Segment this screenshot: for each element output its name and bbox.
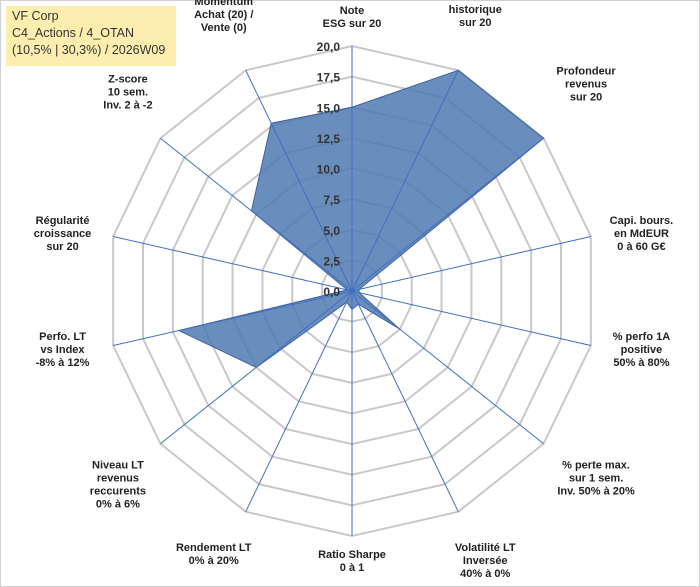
tick-label: 12,5 xyxy=(317,132,341,146)
axis-label-line: Profondeur xyxy=(556,65,616,77)
axis-label: Niveau LT revenus reccurents 0% à 6% xyxy=(90,460,146,511)
axis-label-line: 0% à 20% xyxy=(189,555,239,567)
axis-label-line: 40% à 0% xyxy=(460,568,510,580)
axis-label-line: Niveau LT xyxy=(92,460,144,472)
title-category: C4_Actions / 4_OTAN xyxy=(12,26,135,40)
title-stats: (10,5% | 30,3%) / 2026W09 xyxy=(12,43,166,57)
axis-label-line: Inversée xyxy=(463,555,508,567)
axis-label-line: en MdEUR xyxy=(614,228,669,240)
axis-label-line: Inv. 50% à 20% xyxy=(557,486,635,498)
axis-spoke xyxy=(160,137,353,292)
axis-spoke xyxy=(351,137,544,292)
axis-label-line: Ratio Sharpe xyxy=(318,549,386,561)
tick-label: 17,5 xyxy=(317,71,341,85)
axis-spoke xyxy=(113,235,353,292)
tick-label: 5,0 xyxy=(323,224,340,238)
chart-title-box: VF Corp C4_Actions / 4_OTAN (10,5% | 30,… xyxy=(6,6,176,66)
axis-label-line: revenus xyxy=(97,473,139,485)
tick-label: 15,0 xyxy=(317,101,341,115)
axis-label-line: ESG sur 20 xyxy=(323,18,382,30)
axis-label-line: Achat (20) / xyxy=(194,9,253,21)
axis-label-line: historique xyxy=(449,4,502,16)
axis-spoke xyxy=(245,290,353,512)
axis-spoke xyxy=(245,70,353,292)
axis-label: Profondeur revenus sur 20 xyxy=(556,65,616,103)
axis-label-line: -8% à 12% xyxy=(36,357,90,369)
tick-label: 20,0 xyxy=(317,40,341,54)
axis-label: Perfo. LT vs Index -8% à 12% xyxy=(36,331,90,369)
axis-label-line: Profondeur xyxy=(446,0,506,3)
axis-label-line: 50% à 80% xyxy=(613,357,669,369)
axis-label: Rendement LT 0% à 20% xyxy=(176,542,252,567)
axis-label-line: 0 à 1 xyxy=(340,562,364,574)
axis-spoke xyxy=(351,290,591,347)
axis-label-line: 0 à 60 G€ xyxy=(617,241,665,253)
axis-label: % perte max. sur 1 sem. Inv. 50% à 20% xyxy=(557,460,635,498)
axis-label-line: Note xyxy=(340,5,364,17)
axis-label: % perfo 1A positive 50% à 80% xyxy=(613,331,671,369)
axis-label-line: sur 1 sem. xyxy=(569,473,623,485)
radar-spokes xyxy=(113,46,591,536)
axis-spoke xyxy=(351,235,591,292)
tick-label: 10,0 xyxy=(317,163,341,177)
axis-label-line: positive xyxy=(621,344,663,356)
axis-label-line: Perfo. LT xyxy=(39,331,86,343)
axis-label-line: sur 20 xyxy=(570,91,602,103)
axis-label-line: croissance xyxy=(34,228,91,240)
axis-label-line: Momentum xyxy=(194,0,253,8)
axis-label: Note ESG sur 20 xyxy=(323,5,382,30)
axis-label: Z-score 10 sem. Inv. 2 à -2 xyxy=(103,73,152,111)
axis-label-line: Inv. 2 à -2 xyxy=(103,99,152,111)
axis-spoke xyxy=(351,290,459,512)
axis-label: Profondeurhistoriquesur 20 xyxy=(446,0,506,29)
radar-series xyxy=(177,69,545,368)
radar-tick-labels: 0,0 2,5 5,0 7,5 10,0 12,5 15,0 17,5 20,0 xyxy=(317,40,341,299)
axis-spoke xyxy=(351,290,544,445)
axis-spoke xyxy=(351,70,459,292)
axis-label: Capi. bours. en MdEUR 0 à 60 G€ xyxy=(610,215,674,253)
axis-label-line: reccurents xyxy=(90,486,146,498)
axis-label: Régularité croissance sur 20 xyxy=(34,215,91,253)
axis-label-line: % perte max. xyxy=(562,460,630,472)
series-area xyxy=(177,69,545,368)
axis-spoke xyxy=(160,290,353,445)
axis-label-line: revenus xyxy=(565,78,607,90)
axis-label-line: Capi. bours. xyxy=(610,215,674,227)
tick-label: 2,5 xyxy=(323,254,340,268)
axis-label-line: % perfo 1A xyxy=(613,331,671,343)
axis-label-line: Volatilité LT xyxy=(455,542,516,554)
axis-label-line: sur 20 xyxy=(459,17,491,29)
tick-label: 0,0 xyxy=(323,285,340,299)
axis-label-line: vs Index xyxy=(41,344,86,356)
axis-label-line: Régularité xyxy=(36,215,90,227)
axis-label: Volatilité LT Inversée 40% à 0% xyxy=(455,542,516,580)
axis-label-line: Vente (0) xyxy=(201,22,247,34)
axis-label: Momentum Achat (20) / Vente (0) xyxy=(194,0,253,34)
tick-label: 7,5 xyxy=(323,193,340,207)
axis-label-line: sur 20 xyxy=(46,241,78,253)
axis-label-line: 0% à 6% xyxy=(96,499,140,511)
axis-spoke xyxy=(113,290,353,347)
title-company: VF Corp xyxy=(12,9,59,23)
axis-label-line: 10 sem. xyxy=(108,86,148,98)
axis-label-line: Rendement LT xyxy=(176,542,252,554)
axis-label-line: Z-score xyxy=(108,73,148,85)
axis-label: Ratio Sharpe 0 à 1 xyxy=(318,549,386,574)
